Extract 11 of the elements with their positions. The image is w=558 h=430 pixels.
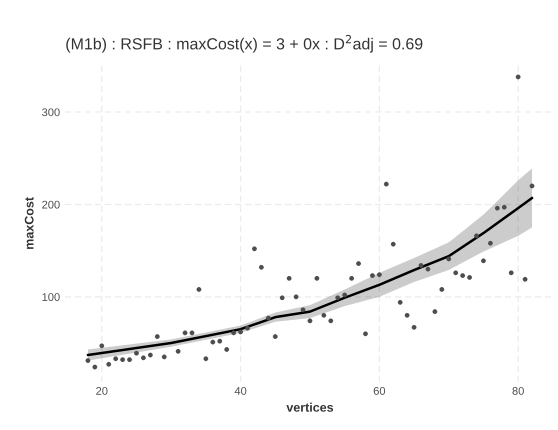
x-tick-label: 60 <box>374 386 386 395</box>
line-series <box>86 196 534 356</box>
y-axis-title: maxCost <box>24 197 34 249</box>
y-tick-label: 200 <box>42 200 60 209</box>
y-tick-label: 300 <box>42 108 60 116</box>
y-tick-label: 100 <box>42 293 60 301</box>
x-axis-title: vertices <box>286 402 334 412</box>
x-tick-label: 80 <box>512 386 524 395</box>
x-tick-label: 40 <box>234 386 246 395</box>
chart-title: (M1b) : RSFB : maxCost(x) = 3 + 0x : D$^{2}$adj = 0.69 <box>66 34 422 53</box>
x-tick-label: 20 <box>96 386 108 395</box>
